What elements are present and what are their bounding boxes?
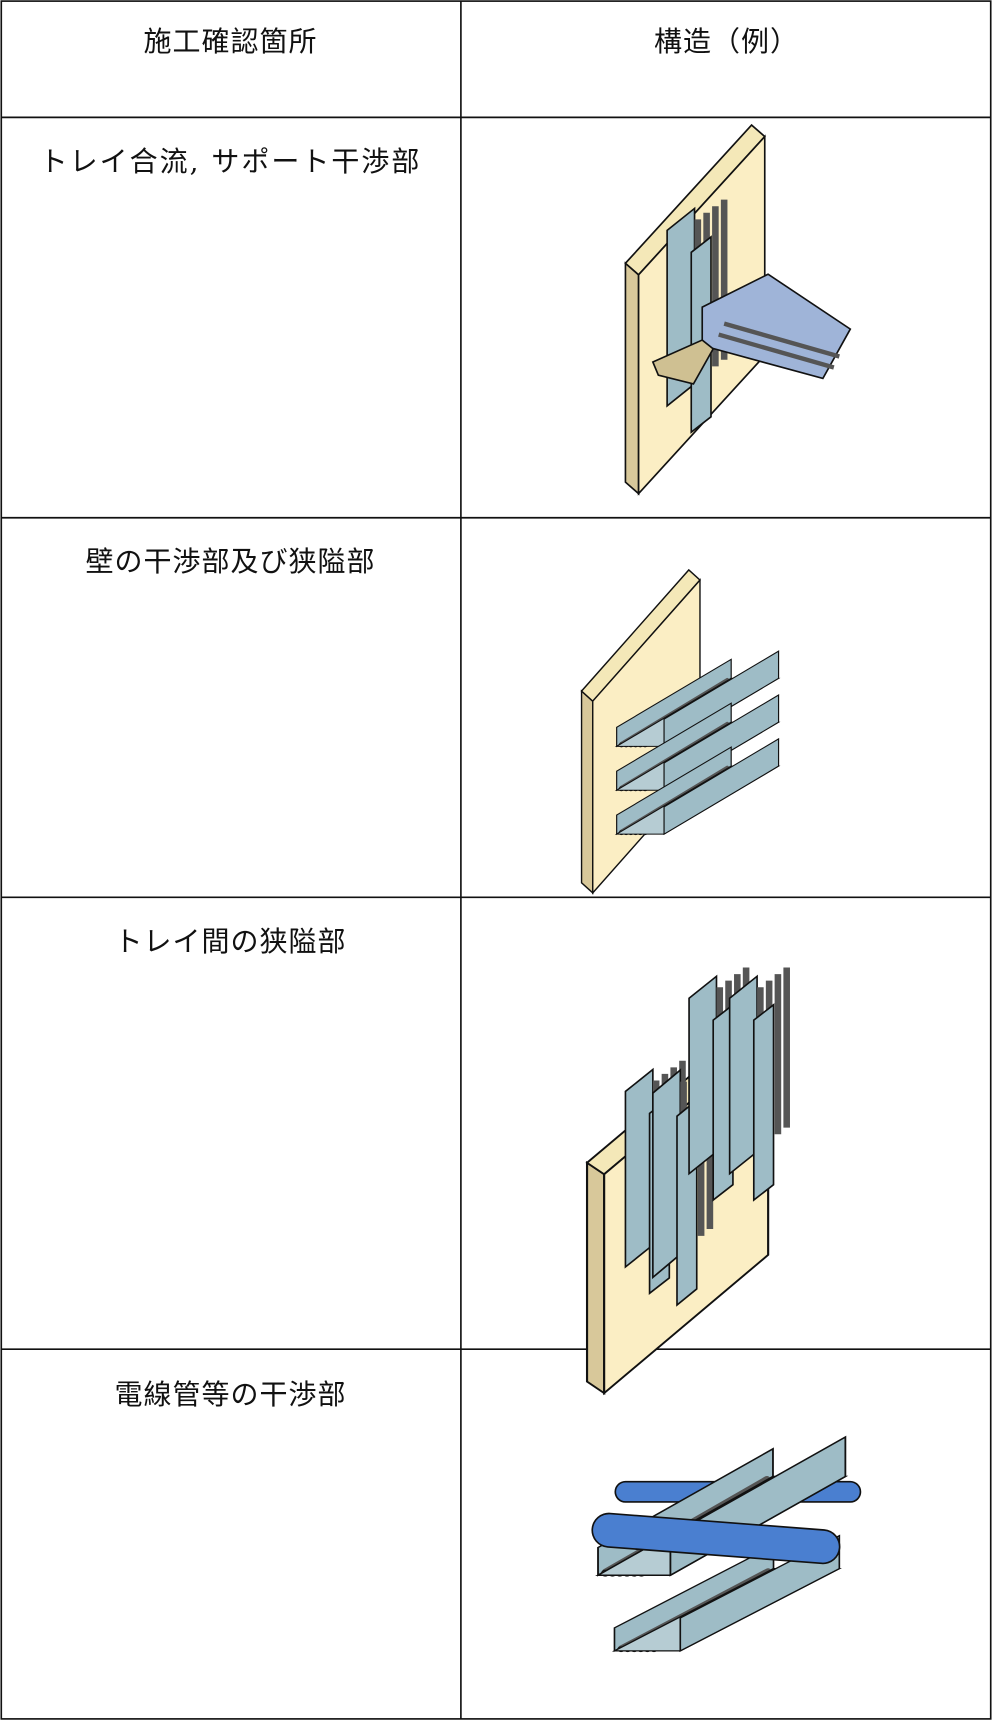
header-cell: 構造（例） <box>653 25 799 58</box>
row-label: トレイ間の狭隘部 <box>114 925 347 958</box>
header-cell: 施工確認箇所 <box>143 25 318 58</box>
row-label: 壁の干渉部及び狭隘部 <box>85 545 376 578</box>
row-label: トレイ合流, サポート干渉部 <box>39 145 422 178</box>
row-label: 電線管等の干渉部 <box>114 1378 347 1411</box>
